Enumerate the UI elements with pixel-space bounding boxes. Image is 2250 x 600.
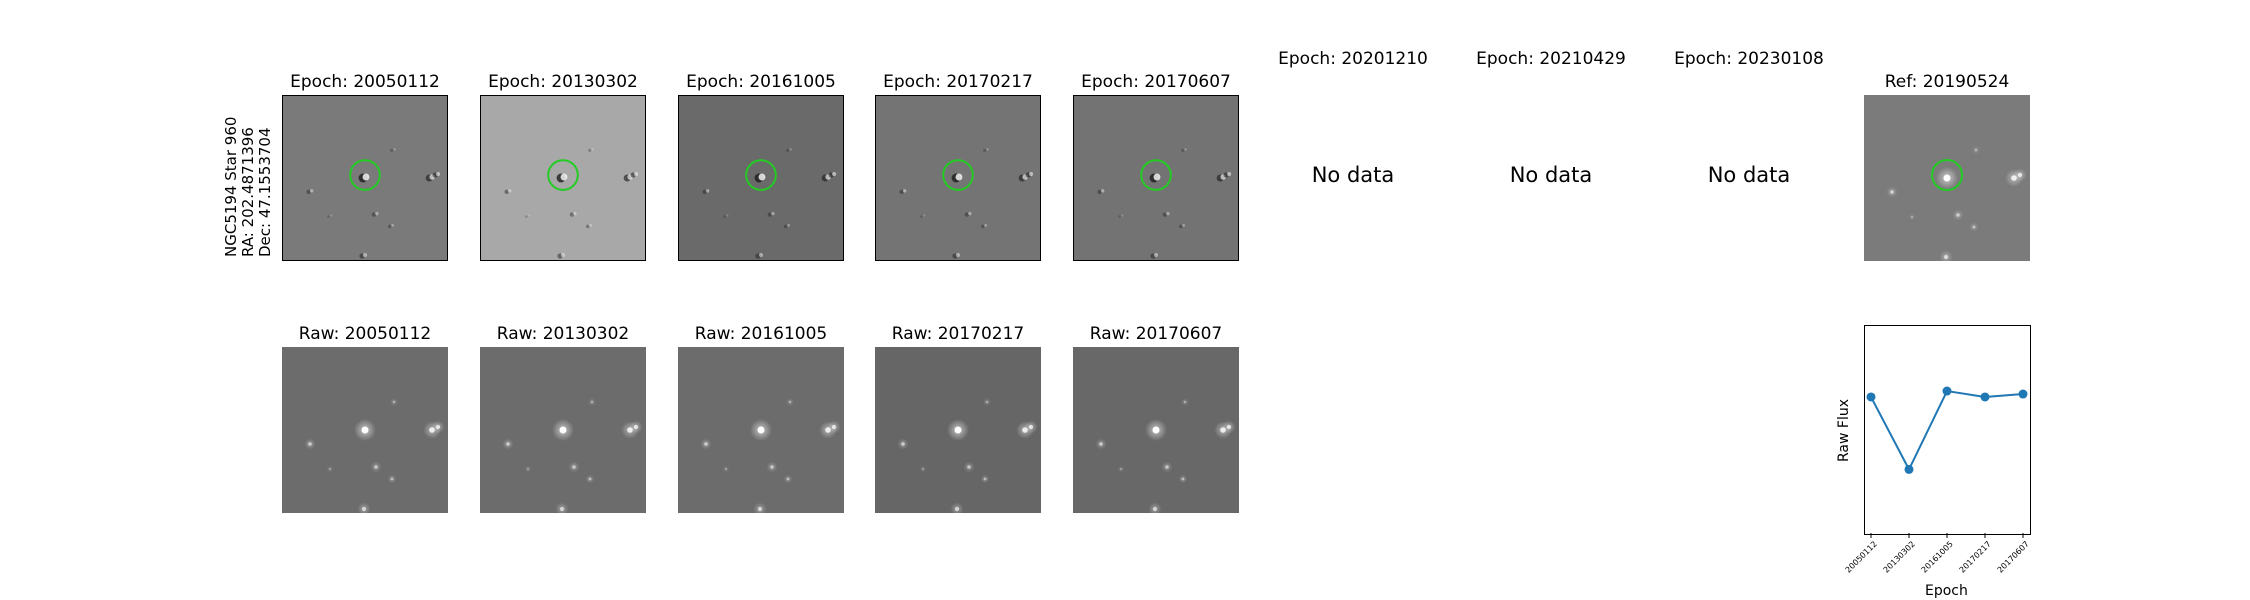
diff-cutout-graphic	[876, 96, 1040, 260]
target-circle-marker	[547, 159, 579, 191]
diff-cutout-graphic	[679, 96, 843, 260]
diff-title-5: Epoch: 20170607	[1081, 72, 1231, 92]
diff-image-1	[282, 95, 448, 261]
diff-cutout-graphic	[481, 96, 645, 260]
diff-title-2: Epoch: 20130302	[488, 72, 638, 92]
diff-title-8: Epoch: 20230108	[1674, 49, 1824, 69]
ref-cutout-graphic	[1864, 95, 2030, 261]
raw-image-2	[480, 347, 646, 513]
raw-image-4	[875, 347, 1041, 513]
flux-y-axis-label: Raw Flux	[1836, 399, 1852, 462]
reference-image	[1864, 95, 2030, 261]
target-circle-marker	[349, 159, 381, 191]
flux-x-tick-label: 20170217	[1957, 539, 1993, 575]
diff-title-7: Epoch: 20210429	[1476, 49, 1626, 69]
no-data-text-7: No data	[1509, 163, 1593, 187]
flux-series-line	[1870, 389, 2024, 472]
flux-x-tick-label: 20050112	[1843, 539, 1879, 575]
flux-point	[2018, 389, 2028, 399]
flux-x-tick-label: 20170607	[1995, 539, 2031, 575]
target-circle-marker	[745, 159, 777, 191]
target-circle-marker	[942, 159, 974, 191]
raw-cutout-graphic	[1073, 347, 1239, 513]
flux-point	[1904, 464, 1914, 474]
diff-title-1: Epoch: 20050112	[290, 72, 440, 92]
target-circle-marker	[1140, 159, 1172, 191]
flux-point	[1866, 392, 1876, 402]
raw-cutout-graphic	[875, 347, 1041, 513]
target-circle-marker	[1931, 159, 1963, 191]
diff-image-5	[1073, 95, 1239, 261]
target-ra: RA: 202.4871396	[239, 127, 257, 257]
no-data-text-8: No data	[1707, 163, 1791, 187]
diff-title-6: Epoch: 20201210	[1278, 49, 1428, 69]
flux-x-tick-label: 20161005	[1919, 539, 1955, 575]
target-info-label: NGC5194 Star 960 RA: 202.4871396 Dec: 47…	[222, 77, 274, 257]
raw-title-4: Raw: 20170217	[891, 324, 1025, 344]
raw-title-3: Raw: 20161005	[694, 324, 828, 344]
target-name: NGC5194 Star 960	[222, 116, 240, 257]
raw-cutout-graphic	[282, 347, 448, 513]
raw-image-3	[678, 347, 844, 513]
raw-image-1	[282, 347, 448, 513]
flux-x-axis-label: Epoch	[1925, 583, 1968, 599]
no-data-text-6: No data	[1311, 163, 1395, 187]
diff-image-4	[875, 95, 1041, 261]
raw-cutout-graphic	[678, 347, 844, 513]
diff-title-4: Epoch: 20170217	[883, 72, 1033, 92]
raw-flux-chart	[1864, 325, 2031, 538]
diff-title-3: Epoch: 20161005	[686, 72, 836, 92]
raw-flux-plot-area	[1866, 386, 2028, 538]
diff-cutout-graphic	[1074, 96, 1238, 260]
ref-title: Ref: 20190524	[1884, 72, 2010, 92]
raw-title-5: Raw: 20170607	[1089, 324, 1223, 344]
target-dec: Dec: 47.1553704	[256, 127, 274, 257]
diff-cutout-graphic	[283, 96, 447, 260]
raw-title-2: Raw: 20130302	[496, 324, 630, 344]
flux-x-tick-label: 20130302	[1881, 539, 1917, 575]
diff-image-2	[480, 95, 646, 261]
raw-image-5	[1073, 347, 1239, 513]
diff-image-3	[678, 95, 844, 261]
flux-point	[1942, 386, 1952, 396]
raw-cutout-graphic	[480, 347, 646, 513]
raw-title-1: Raw: 20050112	[298, 324, 432, 344]
flux-point	[1980, 392, 1990, 402]
